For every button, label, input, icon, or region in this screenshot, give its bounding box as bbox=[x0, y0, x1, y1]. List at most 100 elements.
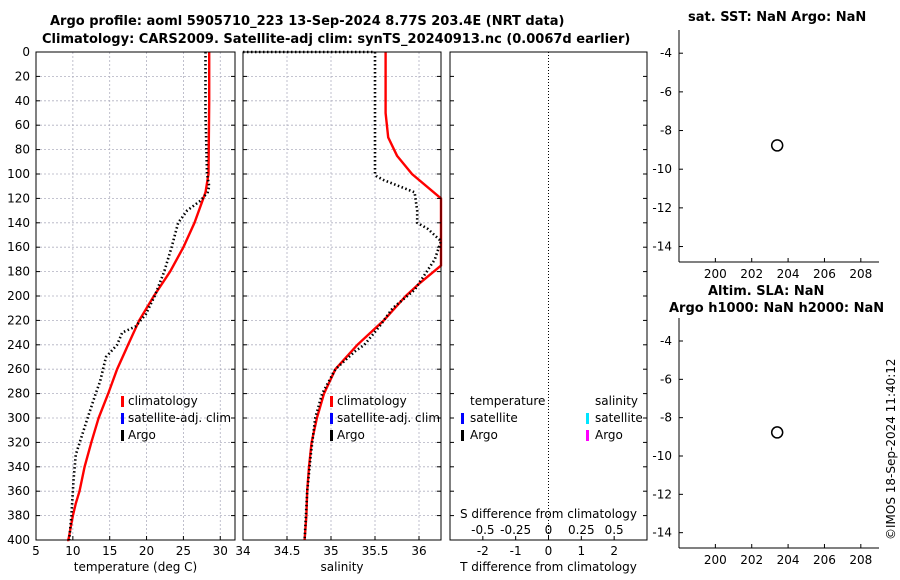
temperature-series-climatology bbox=[67, 52, 211, 542]
temperature-xlabel: temperature (deg C) bbox=[74, 560, 197, 574]
temperature-legend-label: satellite-adj. clim bbox=[128, 411, 231, 425]
depth-tick-label: 400 bbox=[7, 533, 30, 547]
depth-tick-label: 300 bbox=[7, 411, 30, 425]
sla-title-line1: Altim. SLA: NaN bbox=[708, 284, 825, 299]
imos-watermark: ©IMOS 18-Sep-2024 11:40:12 bbox=[884, 358, 898, 540]
salinity-xtick-label: 35 bbox=[323, 544, 338, 558]
sla_map-ytick-label: -10 bbox=[652, 449, 672, 463]
depth-tick-label: 60 bbox=[15, 118, 30, 132]
depth-tick-label: 40 bbox=[15, 94, 30, 108]
salinity-legend-mark bbox=[330, 430, 333, 441]
diff-legend-label: Argo bbox=[470, 428, 498, 442]
s-diff-tick-label: 0.25 bbox=[568, 523, 595, 537]
sst-title: sat. SST: NaN Argo: NaN bbox=[688, 10, 867, 25]
salinity-xtick-label: 34 bbox=[235, 544, 250, 558]
sla_map-xtick-label: 208 bbox=[849, 553, 872, 567]
sst_map-xtick-label: 204 bbox=[777, 267, 800, 281]
differences-xlabel: T difference from climatology bbox=[459, 560, 637, 574]
temperature-legend-mark bbox=[121, 430, 124, 441]
diff-legend-label: satellite bbox=[595, 411, 643, 425]
depth-tick-label: 20 bbox=[15, 69, 30, 83]
salinity-series-climatology bbox=[303, 52, 443, 541]
sst_map-xtick-label: 200 bbox=[704, 267, 727, 281]
depth-tick-label: 320 bbox=[7, 435, 30, 449]
sla-title-line2: Argo h1000: NaN h2000: NaN bbox=[669, 301, 885, 316]
temperature-xtick-label: 20 bbox=[139, 544, 154, 558]
sla_map-ytick-label: -6 bbox=[660, 372, 672, 386]
sst_map-ytick-label: -12 bbox=[652, 201, 672, 215]
depth-tick-label: 240 bbox=[7, 338, 30, 352]
sla_map-xtick-label: 204 bbox=[777, 553, 800, 567]
diff-legend-mark bbox=[461, 413, 464, 424]
diff-legend-label: Argo bbox=[595, 428, 623, 442]
sst_map-ytick-label: -6 bbox=[660, 85, 672, 99]
differences-frame bbox=[449, 51, 648, 541]
sst_map-xtick-label: 202 bbox=[740, 267, 763, 281]
temperature-legend-mark bbox=[121, 413, 124, 424]
sst_map-ytick-label: -10 bbox=[652, 162, 672, 176]
depth-tick-label: 340 bbox=[7, 460, 30, 474]
temperature-legend-label: Argo bbox=[128, 428, 156, 442]
figure-title-line2: Climatology: CARS2009. Satellite-adj cli… bbox=[42, 32, 631, 47]
figure-title-line1: Argo profile: aoml 5905710_223 13-Sep-20… bbox=[50, 14, 565, 29]
sla_map-xtick-label: 206 bbox=[813, 553, 836, 567]
differences-xtick-label: -2 bbox=[477, 544, 489, 558]
depth-tick-label: 220 bbox=[7, 313, 30, 327]
s-diff-tick-label: -0.25 bbox=[500, 523, 531, 537]
temperature-legend-mark bbox=[121, 396, 124, 407]
salinity-frame bbox=[242, 51, 442, 541]
depth-tick-label: 80 bbox=[15, 143, 30, 157]
depth-tick-label: 360 bbox=[7, 484, 30, 498]
s-diff-tick-label: -0.5 bbox=[471, 523, 494, 537]
salinity-xtick-label: 35.5 bbox=[362, 544, 389, 558]
salinity-legend-label: climatology bbox=[337, 394, 407, 408]
depth-tick-label: 380 bbox=[7, 509, 30, 523]
sla_map-point bbox=[770, 426, 784, 439]
sla_map-ytick-label: -4 bbox=[660, 334, 672, 348]
s-diff-tick-label: 0 bbox=[545, 523, 553, 537]
salinity-legend-mark bbox=[330, 413, 333, 424]
sst_map-point bbox=[770, 139, 784, 152]
s-diff-label: S difference from climatology bbox=[460, 507, 637, 521]
sst_map-xtick-label: 206 bbox=[813, 267, 836, 281]
temperature-series-Argo bbox=[67, 52, 211, 541]
depth-tick-label: 0 bbox=[22, 45, 30, 59]
temperature-xtick-label: 30 bbox=[213, 544, 228, 558]
salinity-xtick-label: 36 bbox=[411, 544, 426, 558]
depth-tick-label: 180 bbox=[7, 265, 30, 279]
diff-legend-mark bbox=[461, 430, 464, 441]
salinity-xtick-label: 34.5 bbox=[274, 544, 301, 558]
depth-tick-label: 100 bbox=[7, 167, 30, 181]
sla_map-ytick-label: -8 bbox=[660, 411, 672, 425]
sst_map-ytick-label: -14 bbox=[652, 240, 672, 254]
temperature-xtick-label: 10 bbox=[65, 544, 80, 558]
depth-tick-label: 200 bbox=[7, 289, 30, 303]
temperature-frame bbox=[35, 51, 236, 541]
salinity-series-Argo bbox=[243, 50, 443, 541]
sst_map-xtick-label: 208 bbox=[849, 267, 872, 281]
diff-legend-mark bbox=[586, 430, 589, 441]
sla_map-xtick-label: 200 bbox=[704, 553, 727, 567]
salinity-legend-label: Argo bbox=[337, 428, 365, 442]
diff-legend-mark bbox=[586, 413, 589, 424]
salinity-legend-label: satellite-adj. clim bbox=[337, 411, 440, 425]
differences-xtick-label: 1 bbox=[578, 544, 586, 558]
diff-legend-sal-heading: salinity bbox=[595, 394, 638, 408]
sla_map-ytick-label: -14 bbox=[652, 526, 672, 540]
differences-xtick-label: 2 bbox=[610, 544, 618, 558]
s-diff-tick-label: 0.5 bbox=[605, 523, 624, 537]
salinity-legend-mark bbox=[330, 396, 333, 407]
depth-tick-label: 120 bbox=[7, 191, 30, 205]
depth-tick-label: 260 bbox=[7, 362, 30, 376]
depth-tick-label: 140 bbox=[7, 216, 30, 230]
temperature-xtick-label: 15 bbox=[102, 544, 117, 558]
temperature-xtick-label: 25 bbox=[176, 544, 191, 558]
differences-xtick-label: 0 bbox=[545, 544, 553, 558]
sst_map-ytick-label: -8 bbox=[660, 124, 672, 138]
diff-legend-temp-heading: temperature bbox=[470, 394, 545, 408]
sla_map-xtick-label: 202 bbox=[740, 553, 763, 567]
sla_map-ytick-label: -12 bbox=[652, 487, 672, 501]
diff-legend-label: satellite bbox=[470, 411, 518, 425]
differences-xtick-label: -1 bbox=[510, 544, 522, 558]
